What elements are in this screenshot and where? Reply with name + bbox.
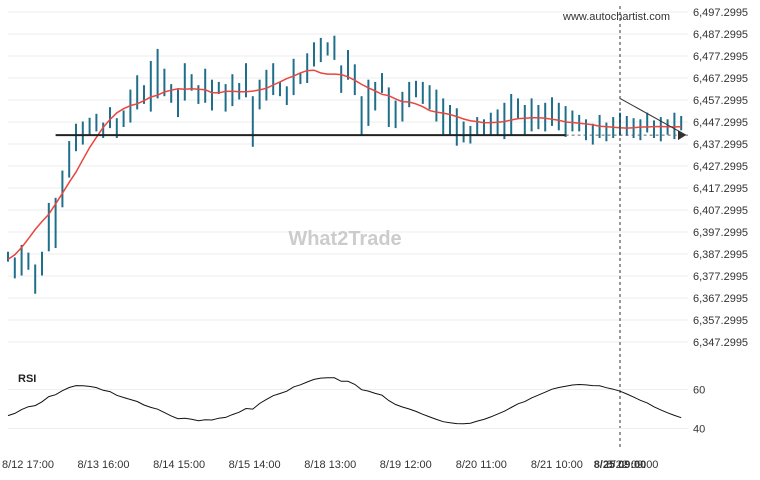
rsi-tick-label: 40 bbox=[693, 424, 705, 436]
price-tick-label: 6,487.2995 bbox=[693, 29, 748, 41]
price-tick-label: 6,387.2995 bbox=[693, 249, 748, 261]
price-tick-label: 6,367.2995 bbox=[693, 293, 748, 305]
x-tick-label: 8/14 15:00 bbox=[153, 459, 205, 471]
current-time-label: 8/25 09:00 bbox=[594, 459, 647, 471]
moving-average-line bbox=[7, 69, 682, 261]
price-tick-label: 6,467.2995 bbox=[693, 73, 748, 85]
price-tick-label: 6,427.2995 bbox=[693, 161, 748, 173]
forecast-arrow-line bbox=[619, 97, 687, 136]
rsi-tick-label: 60 bbox=[693, 385, 705, 397]
price-tick-label: 6,357.2995 bbox=[693, 315, 748, 327]
x-tick-label: 8/18 13:00 bbox=[304, 459, 356, 471]
price-tick-label: 6,407.2995 bbox=[693, 205, 748, 217]
rsi-label: RSI bbox=[18, 373, 36, 385]
price-tick-label: 6,477.2995 bbox=[693, 51, 748, 63]
x-tick-label: 8/20 11:00 bbox=[456, 459, 507, 471]
price-tick-label: 6,397.2995 bbox=[693, 227, 748, 239]
price-tick-label: 6,347.2995 bbox=[693, 337, 748, 349]
x-tick-label: 8/19 12:00 bbox=[380, 459, 432, 471]
price-tick-label: 6,457.2995 bbox=[693, 95, 748, 107]
x-tick-label: 8/12 17:00 bbox=[2, 459, 54, 471]
x-tick-label: 8/21 10:00 bbox=[531, 459, 583, 471]
forecast-arrow-head bbox=[678, 130, 686, 141]
x-tick-label: 8/13 16:00 bbox=[78, 459, 130, 471]
rsi-panel: RSI 60 40 bbox=[7, 373, 705, 436]
x-tick-label: 8/15 14:00 bbox=[229, 459, 281, 471]
price-tick-label: 6,437.2995 bbox=[693, 139, 748, 151]
price-tick-label: 6,417.2995 bbox=[693, 183, 748, 195]
price-panel: 6,497.2995 6,487.2995 6,477.2995 6,467.2995… bbox=[7, 6, 748, 448]
price-tick-label: 6,497.2995 bbox=[693, 7, 748, 19]
rsi-line bbox=[7, 377, 682, 425]
x-tick-label: 8/22 09:00 bbox=[606, 459, 658, 471]
source-label: www.autochartist.com bbox=[562, 11, 670, 23]
price-tick-label: 6,377.2995 bbox=[693, 271, 748, 283]
watermark: What2Trade bbox=[288, 228, 401, 250]
price-tick-label: 6,447.2995 bbox=[693, 117, 748, 129]
